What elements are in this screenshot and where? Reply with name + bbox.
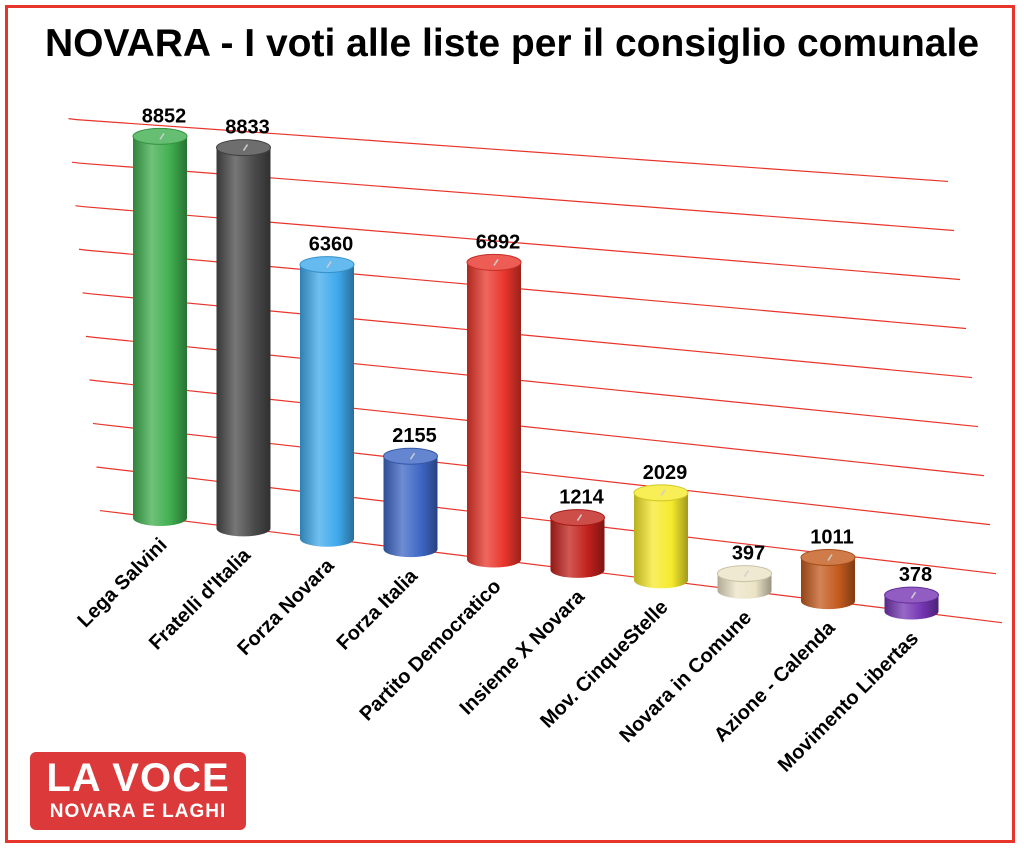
data-label: 6360	[309, 234, 354, 256]
chart-frame	[5, 5, 1015, 843]
bar-body	[634, 492, 688, 589]
bar-top	[633, 484, 689, 502]
grid-tick	[82, 292, 91, 295]
grid-tick	[99, 509, 109, 513]
grid-tick	[96, 466, 105, 469]
data-label: 2155	[392, 425, 437, 447]
bar-pointer	[910, 591, 917, 599]
bar-top	[299, 256, 355, 274]
bar	[216, 139, 271, 537]
bar-pointer	[827, 554, 833, 561]
grid-tick	[68, 118, 77, 121]
bar-body	[300, 264, 354, 547]
bar-body	[467, 262, 521, 568]
logo-line2: NOVARA E LAGHI	[49, 801, 227, 822]
grid-tick	[71, 161, 81, 164]
category-label: Forza Novara	[233, 554, 339, 660]
bar-top	[717, 565, 772, 583]
bar	[633, 484, 689, 589]
grid-tick	[78, 248, 88, 251]
bar-body	[133, 136, 187, 527]
grid-tick	[75, 205, 84, 208]
category-label: Lega Salvini	[73, 534, 171, 632]
grid-lines	[68, 118, 1003, 624]
bar-pointer	[409, 452, 416, 460]
bar-pointer	[660, 489, 666, 497]
bar-pointer	[326, 261, 332, 268]
bar	[299, 256, 355, 547]
bars-group	[132, 127, 939, 620]
bar-pointer	[159, 132, 165, 140]
bar-top	[884, 586, 939, 604]
bar-top	[216, 139, 271, 157]
data-label: 8852	[142, 105, 187, 127]
bar-body	[550, 517, 605, 578]
data-label: 378	[899, 564, 932, 586]
chart-title: NOVARA - I voti alle liste per il consig…	[44, 22, 980, 65]
category-label: Forza Italia	[333, 565, 423, 655]
bar-top	[800, 548, 856, 566]
data-label: 8833	[225, 117, 270, 139]
bar-body	[801, 557, 855, 610]
bar	[550, 509, 605, 578]
bar	[800, 548, 856, 610]
bar-top	[466, 253, 522, 271]
grid-tick	[92, 422, 102, 426]
bar-top	[132, 127, 188, 145]
bar-pointer	[493, 258, 499, 266]
grid-line	[79, 162, 955, 232]
grid-line	[83, 206, 961, 281]
bar-top	[550, 509, 605, 527]
bar	[132, 127, 188, 527]
data-label: 397	[732, 543, 765, 565]
grid-tick	[85, 335, 95, 338]
logo-line1: LA VOCE	[46, 756, 230, 800]
grid-tick	[89, 379, 98, 382]
bar-body	[216, 147, 271, 537]
bar-pointer	[576, 514, 583, 521]
grid-line	[76, 119, 949, 183]
data-label: 2029	[643, 462, 688, 484]
bar-body	[383, 456, 438, 558]
bar	[383, 447, 438, 558]
la-voce-logo: LA VOCE NOVARA E LAGHI	[30, 752, 246, 830]
bar	[717, 565, 772, 599]
data-label: 1214	[559, 487, 604, 509]
bar	[466, 253, 522, 568]
bar-top	[383, 447, 438, 465]
data-label: 1011	[810, 526, 853, 548]
bar	[884, 586, 939, 620]
bar-pointer	[743, 570, 750, 577]
bar-pointer	[242, 144, 249, 151]
data-label: 6892	[476, 231, 521, 253]
